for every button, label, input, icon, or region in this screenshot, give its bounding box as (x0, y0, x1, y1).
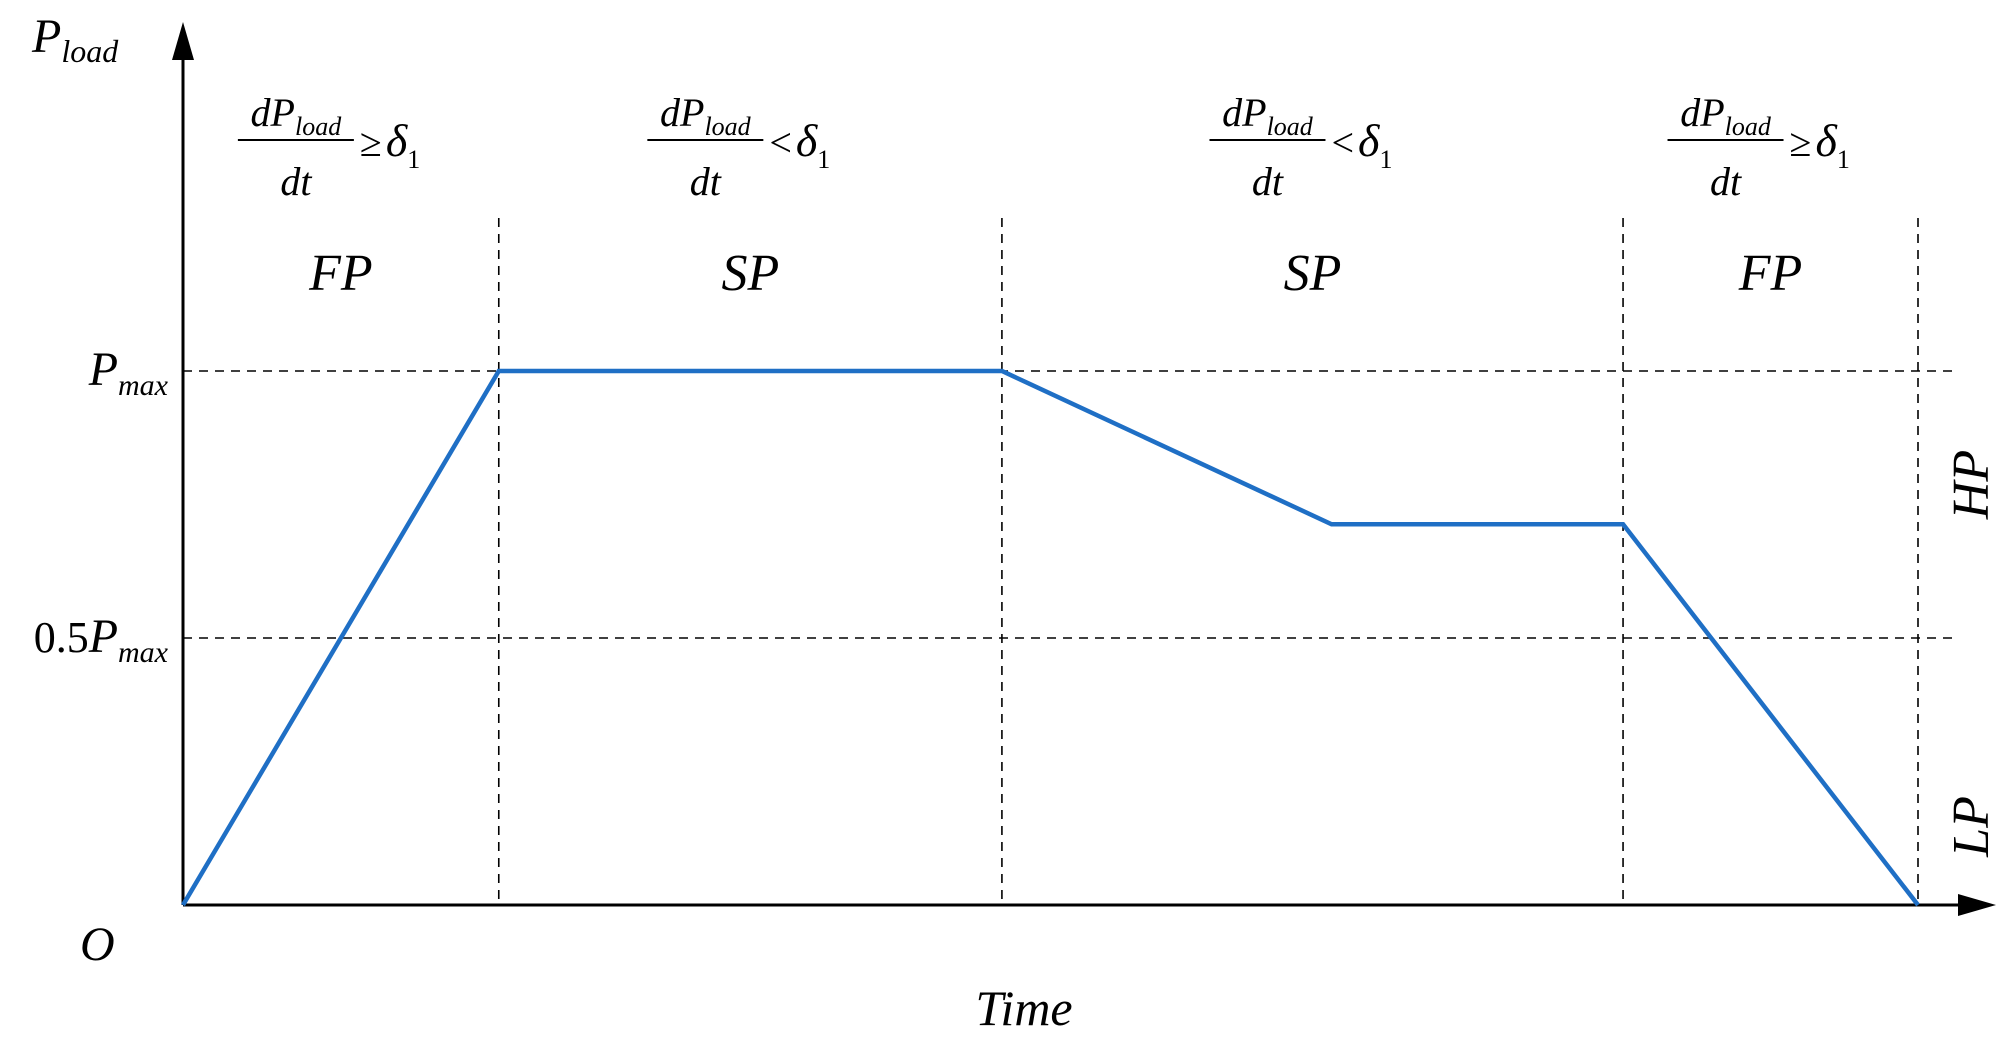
condition-denominator: dt (1252, 159, 1284, 204)
condition-threshold: <δ1 (769, 115, 830, 174)
condition-numerator: dPload (1222, 90, 1314, 141)
phase-label: FP (308, 245, 373, 302)
region-label: HP (1943, 450, 2000, 520)
y-tick-label: 0.5Pmax (34, 610, 169, 669)
condition-denominator: dt (1710, 159, 1742, 204)
labels-layer: Pload O Time Pmax 0.5Pmax dPload dt ≥δ1 FP dPload… (31, 10, 2000, 1036)
condition-numerator: dPload (251, 90, 343, 141)
phase-label: SP (721, 245, 779, 302)
origin-label: O (80, 918, 115, 971)
condition-numerator: dPload (1680, 90, 1772, 141)
guide-lines (183, 218, 1958, 905)
condition-threshold: ≥δ1 (1790, 115, 1850, 174)
axes (172, 22, 1996, 916)
x-axis-arrow (1958, 894, 1996, 916)
series-layer (181, 368, 1920, 907)
phase-label: SP (1284, 245, 1342, 302)
condition-denominator: dt (280, 159, 312, 204)
condition-numerator: dPload (660, 90, 752, 141)
y-axis-arrow (172, 22, 194, 60)
x-axis-label: Time (975, 980, 1072, 1036)
phase-label: FP (1738, 245, 1803, 302)
region-label: LP (1943, 796, 2000, 858)
condition-denominator: dt (690, 159, 722, 204)
y-axis-label: Pload (31, 10, 119, 69)
load-power-line (181, 368, 1920, 907)
condition-threshold: <δ1 (1331, 115, 1392, 174)
y-tick-label: Pmax (88, 343, 169, 402)
condition-threshold: ≥δ1 (360, 115, 420, 174)
